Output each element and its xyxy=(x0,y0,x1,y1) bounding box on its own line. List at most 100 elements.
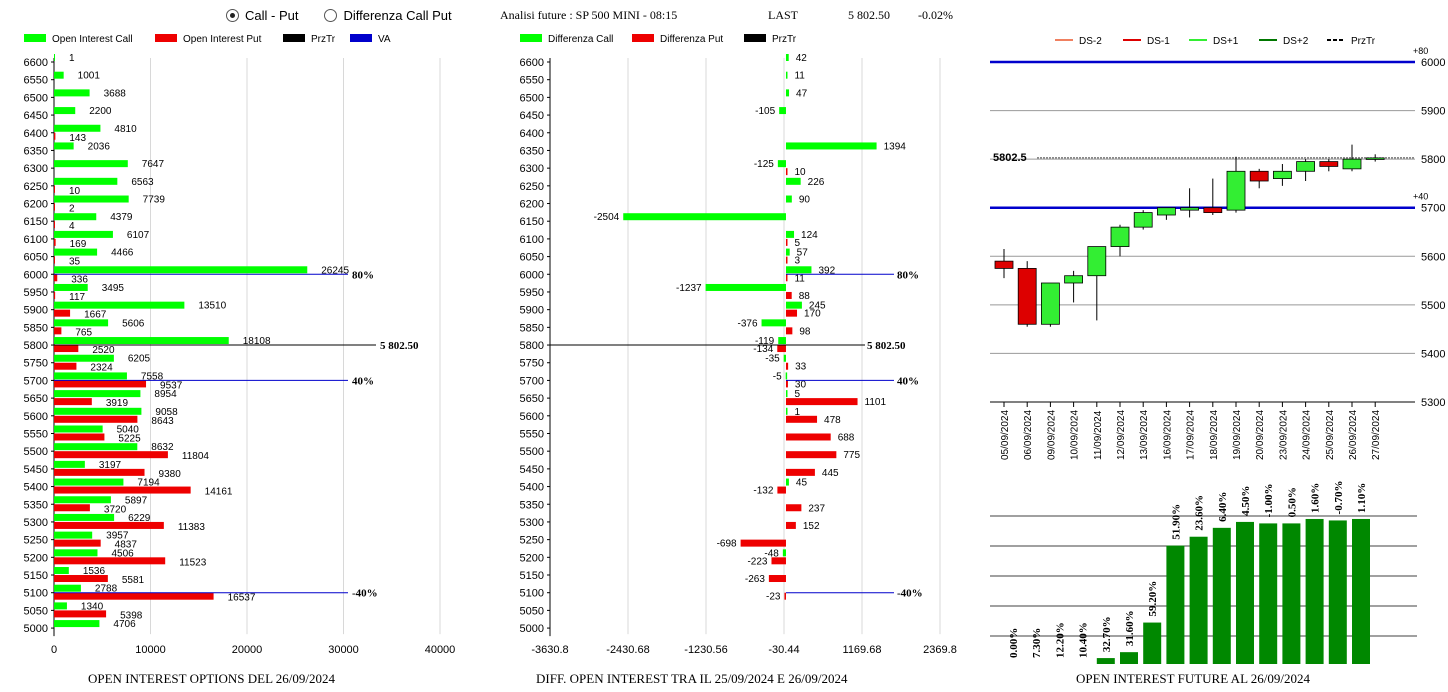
diff-put-bar xyxy=(777,486,786,494)
diff-put-bar xyxy=(785,398,858,406)
y-tick-label: 5500 xyxy=(1421,300,1445,312)
radio-diff[interactable]: Differenza Call Put xyxy=(324,8,452,23)
y-tick-label: 5950 xyxy=(24,287,48,299)
future-bar-label: 51.90% xyxy=(1170,504,1182,540)
diff-put-value-label: 5 xyxy=(794,238,800,249)
candle-body xyxy=(1203,207,1223,213)
put-value-label: 3720 xyxy=(104,504,127,515)
x-tick-label: 17/09/2024 xyxy=(1186,410,1197,460)
call-bar xyxy=(54,460,85,468)
radio-diff-label: Differenza Call Put xyxy=(343,8,452,23)
y-tick-label: 5700 xyxy=(1421,203,1445,215)
call-value-label: 1536 xyxy=(83,566,106,577)
put-value-label: 2520 xyxy=(92,345,115,356)
call-bar xyxy=(54,283,88,291)
call-value-label: 5040 xyxy=(117,424,140,435)
x-tick-label: 19/09/2024 xyxy=(1232,410,1243,460)
put-value-label: 2 xyxy=(69,204,75,215)
legend-label: Differenza Put xyxy=(660,34,723,45)
call-bar xyxy=(54,301,185,309)
diff-put-bar xyxy=(785,291,792,299)
candle-body xyxy=(1319,161,1339,167)
diff-put-bar xyxy=(785,468,815,476)
y-tick-label: 6400 xyxy=(520,128,544,140)
put-value-label: 11804 xyxy=(182,451,210,462)
put-value-label: 11383 xyxy=(178,522,206,533)
diff-call-value-label: 42 xyxy=(796,53,808,64)
y-tick-label: 5900 xyxy=(1421,106,1445,118)
y-tick-label: 5250 xyxy=(520,535,544,547)
x-tick-label: 23/09/2024 xyxy=(1278,410,1289,460)
diff-put-value-label: 688 xyxy=(838,432,855,443)
y-tick-label: 6550 xyxy=(520,75,544,87)
va-line-label: -40% xyxy=(352,588,378,600)
diff-put-bar xyxy=(785,521,796,529)
y-tick-label: 6000 xyxy=(520,269,544,281)
diff-call-bar xyxy=(785,89,790,97)
y-tick-label: 6450 xyxy=(24,110,48,122)
y-tick-label: 5200 xyxy=(24,552,48,564)
call-value-label: 7558 xyxy=(141,371,164,382)
y-tick-label: 5350 xyxy=(24,499,48,511)
put-value-label: 336 xyxy=(71,274,88,285)
legend-label: DS+2 xyxy=(1283,36,1309,47)
call-bar xyxy=(54,443,138,451)
x-tick-label: 06/09/2024 xyxy=(1023,410,1034,460)
diff-call-value-label: 226 xyxy=(808,177,825,188)
y-tick-label: 5900 xyxy=(24,305,48,317)
diff-put-value-label: -23 xyxy=(766,592,781,603)
diff-put-bar xyxy=(785,451,837,459)
x-tick-label: 40000 xyxy=(425,644,456,656)
call-bar xyxy=(54,372,127,380)
candle-body xyxy=(1180,207,1200,211)
call-value-label: 6563 xyxy=(131,177,154,188)
call-value-label: 3495 xyxy=(102,283,125,294)
candle-body xyxy=(994,260,1014,269)
y-tick-label: 5100 xyxy=(520,588,544,600)
put-bar xyxy=(54,274,58,282)
radio-call-put[interactable]: Call - Put xyxy=(226,8,298,23)
x-tick-label: 1169.68 xyxy=(843,644,882,656)
call-value-label: 7647 xyxy=(142,159,165,170)
legend-label: DS-1 xyxy=(1147,36,1170,47)
call-bar xyxy=(54,478,124,486)
call-bar xyxy=(54,177,118,185)
legend-swatch xyxy=(24,34,46,42)
x-tick-label: 27/09/2024 xyxy=(1371,410,1382,460)
legend-label: PrzTr xyxy=(772,34,797,45)
y-tick-label: 5800 xyxy=(1421,154,1445,166)
y-tick-label: 6200 xyxy=(24,199,48,211)
oi-diff-chart: Differenza Call Differenza Put PrzTr -3630.… xyxy=(520,34,957,656)
future-bar xyxy=(1259,523,1278,664)
call-bar xyxy=(54,496,111,504)
x-tick-label: 25/09/2024 xyxy=(1325,410,1336,460)
y-tick-label: 5300 xyxy=(24,517,48,529)
y-tick-label: 6150 xyxy=(520,216,544,228)
y-tick-label: 6600 xyxy=(520,57,544,69)
radio-call-put-indicator[interactable] xyxy=(226,9,239,22)
diff-call-value-label: -2504 xyxy=(594,212,620,223)
legend-swatch xyxy=(155,34,177,42)
x-tick-label: 2369.8 xyxy=(923,644,957,656)
diff-put-bar xyxy=(740,539,786,547)
candle-body xyxy=(1110,226,1130,247)
call-value-label: 8632 xyxy=(151,442,174,453)
put-bar xyxy=(54,132,56,140)
y-tick-label: 5600 xyxy=(24,411,48,423)
caption-oi-diff: DIFF. OPEN INTEREST TRA IL 25/09/2024 E … xyxy=(536,671,848,686)
call-bar xyxy=(54,266,308,274)
legend-label: VA xyxy=(378,34,391,45)
va-line-label: 80% xyxy=(352,269,374,281)
diff-call-bar xyxy=(761,319,786,327)
radio-diff-indicator[interactable] xyxy=(324,9,338,22)
call-bar xyxy=(54,124,101,132)
future-bar-label: -0.70% xyxy=(1333,481,1345,515)
candle-body xyxy=(1365,157,1385,160)
last-label: LAST xyxy=(768,8,798,22)
call-bar xyxy=(54,160,128,168)
x-tick-label: -30.44 xyxy=(768,644,799,656)
diff-put-value-label: 98 xyxy=(799,326,811,337)
view-mode-selector: Call - Put Differenza Call Put xyxy=(226,8,452,23)
put-value-label: 765 xyxy=(75,327,92,338)
diff-put-value-label: 775 xyxy=(843,450,860,461)
